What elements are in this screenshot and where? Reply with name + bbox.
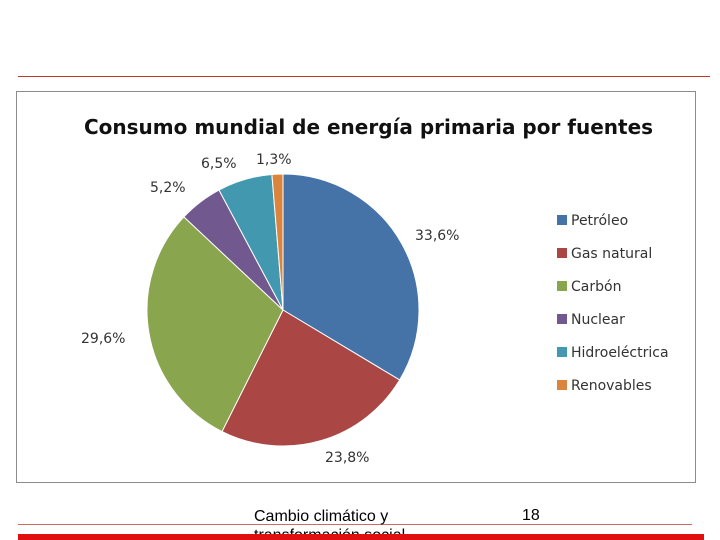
legend-label-nuclear: Nuclear: [571, 312, 625, 328]
data-label-gas-natural: 23,8%: [325, 450, 369, 466]
pie-slices: [146, 173, 420, 447]
data-label-petróleo: 33,6%: [415, 228, 459, 244]
footer-divider: [18, 524, 692, 525]
legend-swatch-petróleo: [557, 215, 567, 225]
footer-bar: [18, 534, 704, 540]
page-number: 18: [522, 507, 540, 524]
pie-data-labels: 33,6% 23,8% 29,6% 5,2% 6,5% 1,3%: [81, 152, 459, 466]
chart-legend: Petróleo Gas natural Carbón Nuclear Hidroelé…: [557, 213, 669, 394]
legend-label-renovables: Renovables: [571, 378, 652, 394]
legend-label-petróleo: Petróleo: [571, 213, 628, 229]
legend-swatch-carbón: [557, 281, 567, 291]
chart-frame: Consumo mundial de energía primaria por …: [16, 91, 696, 483]
legend-swatch-hidroeléctrica: [557, 347, 567, 357]
legend-swatch-nuclear: [557, 314, 567, 324]
legend-label-gas-natural: Gas natural: [571, 246, 652, 262]
data-label-hidroeléctrica: 6,5%: [201, 156, 237, 172]
legend-label-hidroeléctrica: Hidroeléctrica: [571, 345, 669, 361]
pie-slice-carbón: [146, 216, 284, 433]
data-label-nuclear: 5,2%: [150, 180, 186, 196]
footer-title: Cambio climático y transformación social: [254, 508, 405, 534]
chart-title: Consumo mundial de energía primaria por …: [84, 115, 653, 139]
top-divider: [18, 76, 710, 77]
data-label-carbón: 29,6%: [81, 331, 125, 347]
pie-chart: Consumo mundial de energía primaria por …: [81, 115, 669, 466]
data-label-renovables: 1,3%: [256, 152, 292, 168]
legend-swatch-gas-natural: [557, 248, 567, 258]
legend-label-carbón: Carbón: [571, 279, 621, 295]
legend-swatch-renovables: [557, 380, 567, 390]
pie-slice-renovables: [271, 173, 284, 311]
pie-slice-petróleo: [282, 173, 420, 381]
